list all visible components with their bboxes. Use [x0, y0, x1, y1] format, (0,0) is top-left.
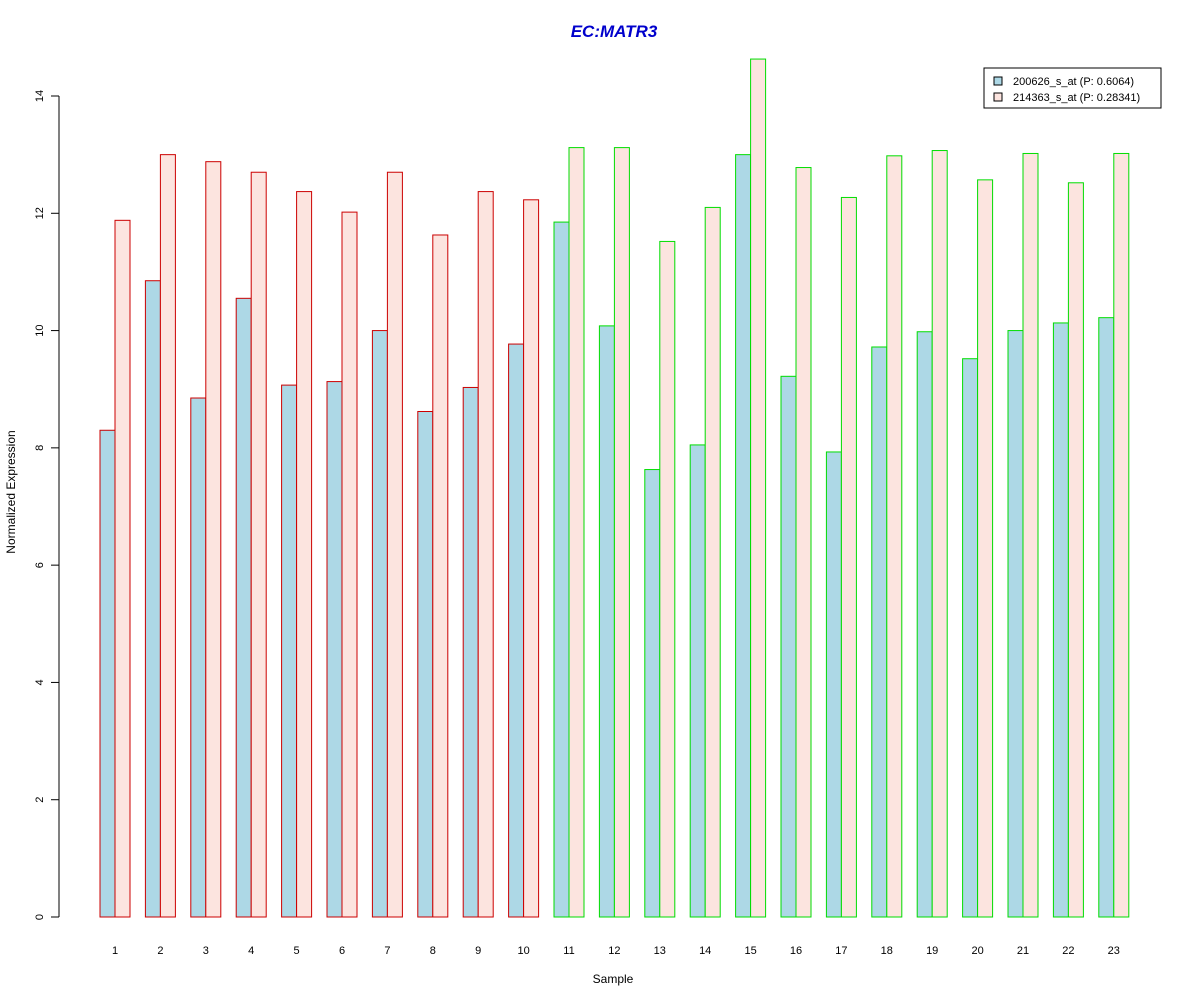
x-tick-label: 14	[699, 945, 711, 957]
y-axis: 0 2 4 6 8 10 12 14	[34, 90, 60, 920]
y-tick-label: 12	[34, 207, 46, 219]
bar-series-1-sample-5	[281, 384, 298, 918]
x-tick-label: 13	[654, 945, 666, 957]
bar-series-1-sample-16	[780, 375, 797, 918]
x-tick-label: 15	[744, 945, 756, 957]
legend-entry: 200626_s_at (P: 0.6064)	[1013, 76, 1134, 88]
x-tick-label: 18	[881, 945, 893, 957]
y-tick-label: 6	[34, 562, 46, 568]
x-tick-label: 7	[384, 945, 390, 957]
bar-series-1-sample-17	[825, 451, 842, 918]
bar-series-1-sample-11	[553, 221, 570, 918]
y-tick-label: 0	[34, 914, 46, 920]
bar-series-2-sample-14	[704, 206, 721, 918]
bar-series-2-sample-8	[432, 234, 449, 918]
bar-series-1-sample-23	[1098, 317, 1115, 918]
x-tick-label: 9	[475, 945, 481, 957]
x-axis-label: Sample	[593, 972, 634, 986]
x-tick-label: 16	[790, 945, 802, 957]
bar-series-1-sample-22	[1052, 322, 1069, 918]
bar-series-1-sample-4	[235, 297, 252, 918]
y-tick-label: 10	[34, 324, 46, 336]
bar-series-2-sample-12	[613, 147, 630, 918]
y-tick-label: 4	[34, 679, 46, 685]
bar-series-1-sample-6	[326, 381, 343, 918]
bar-series-1-sample-13	[644, 469, 661, 918]
bar-series-2-sample-21	[1022, 152, 1039, 918]
bar-series-1-sample-14	[689, 444, 706, 918]
x-tick-label: 17	[835, 945, 847, 957]
bar-series-2-sample-4	[250, 171, 267, 918]
x-tick-label: 22	[1062, 945, 1074, 957]
bar-series-2-sample-5	[296, 191, 313, 918]
x-tick-label: 12	[608, 945, 620, 957]
bars	[99, 58, 1130, 918]
x-tick-label: 19	[926, 945, 938, 957]
x-tick-label: 6	[339, 945, 345, 957]
bar-series-2-sample-19	[931, 150, 948, 918]
bar-series-1-sample-9	[462, 386, 479, 918]
x-tick-label: 11	[563, 945, 574, 957]
bar-series-1-sample-20	[962, 358, 979, 918]
bar-series-1-sample-3	[190, 397, 207, 918]
x-tick-label: 3	[203, 945, 209, 957]
bar-series-2-sample-18	[886, 155, 903, 918]
x-axis: 1 2 3 4 5 6 7 8 9 10 11 12 13 14 15 16 17 18 19 20 21 22 23	[112, 945, 1120, 957]
bar-series-1-sample-21	[1007, 330, 1024, 918]
bar-series-1-sample-1	[99, 429, 116, 918]
y-tick-label: 8	[34, 445, 46, 451]
bar-series-1-sample-10	[508, 343, 525, 918]
bar-series-2-sample-3	[205, 161, 222, 918]
bar-series-1-sample-15	[735, 154, 752, 918]
x-tick-label: 5	[294, 945, 300, 957]
legend-entry: 214363_s_at (P: 0.28341)	[1013, 92, 1140, 104]
bar-series-1-sample-18	[871, 346, 888, 918]
bar-series-2-sample-17	[840, 196, 857, 918]
legend-swatch	[993, 92, 1003, 102]
x-tick-label: 8	[430, 945, 436, 957]
bar-series-2-sample-9	[477, 191, 494, 918]
bar-series-2-sample-7	[386, 171, 403, 918]
x-tick-label: 20	[971, 945, 983, 957]
bar-series-2-sample-20	[977, 179, 994, 918]
bar-series-1-sample-7	[371, 330, 388, 918]
bar-series-2-sample-23	[1113, 152, 1130, 918]
bar-series-2-sample-13	[659, 240, 676, 918]
bar-series-2-sample-2	[159, 154, 176, 918]
legend-swatch	[993, 76, 1003, 86]
bar-series-2-sample-22	[1067, 182, 1084, 918]
bar-series-2-sample-1	[114, 219, 131, 918]
x-tick-label: 2	[157, 945, 163, 957]
x-tick-label: 21	[1017, 945, 1029, 957]
x-tick-label: 10	[517, 945, 529, 957]
bar-series-1-sample-19	[916, 331, 933, 918]
bar-series-1-sample-12	[598, 325, 615, 918]
legend-box	[983, 67, 1162, 109]
bar-series-2-sample-16	[795, 167, 812, 918]
y-tick-label: 2	[34, 797, 46, 803]
y-tick-label: 14	[34, 90, 46, 102]
bar-series-1-sample-2	[144, 280, 161, 918]
chart-title: EC:MATR3	[571, 22, 658, 41]
legend: 200626_s_at (P: 0.6064) 214363_s_at (P: 0…	[983, 67, 1162, 109]
x-tick-label: 4	[248, 945, 254, 957]
bar-series-2-sample-11	[568, 147, 585, 918]
x-tick-label: 1	[112, 945, 118, 957]
bar-series-2-sample-6	[341, 211, 358, 918]
bar-series-2-sample-15	[750, 58, 767, 918]
x-tick-label: 23	[1108, 945, 1120, 957]
bar-series-2-sample-10	[523, 199, 540, 918]
bar-series-1-sample-8	[417, 410, 434, 918]
y-axis-label: Normalized Expression	[4, 430, 18, 553]
